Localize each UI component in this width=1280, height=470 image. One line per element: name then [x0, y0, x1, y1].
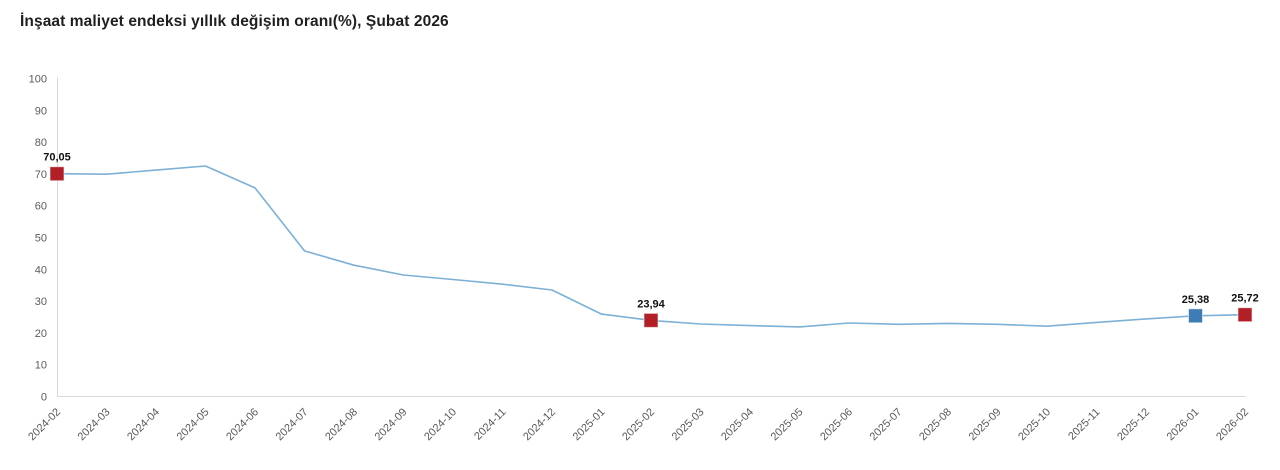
y-axis-tick-label: 40 [35, 264, 47, 276]
x-axis-tick-label: 2025-06 [818, 406, 855, 443]
y-axis-tick-label: 30 [35, 296, 47, 308]
x-axis-tick-label: 2025-04 [719, 406, 756, 443]
y-axis-tick-label: 50 [35, 233, 47, 245]
x-axis-tick-label: 2025-03 [670, 406, 707, 443]
x-axis-tick-label: 2025-01 [571, 406, 608, 443]
data-point-marker[interactable] [1188, 308, 1203, 324]
x-axis-tick-label: 2025-05 [769, 406, 806, 443]
data-point-label: 70,05 [43, 152, 71, 164]
data-point-marker[interactable] [643, 312, 659, 328]
x-axis-tick-label: 2024-05 [175, 406, 212, 443]
data-point-marker[interactable] [1237, 307, 1253, 323]
x-axis-tick-label: 2025-11 [1066, 406, 1102, 442]
x-axis-tick-label: 2024-02 [26, 406, 63, 443]
data-point-label: 25,72 [1231, 293, 1259, 305]
x-axis-tick-label: 2024-08 [323, 406, 360, 443]
y-axis-tick-label: 10 [35, 360, 47, 372]
x-axis-tick-label: 2024-10 [422, 406, 459, 443]
x-axis-tick-label: 2024-04 [125, 406, 162, 443]
data-point-marker[interactable] [49, 166, 65, 182]
data-point-label: 23,94 [637, 298, 665, 310]
x-axis-tick-label: 2026-02 [1214, 406, 1251, 443]
x-axis-tick-label: 2025-09 [967, 406, 1004, 443]
x-axis-tick-label: 2025-10 [1016, 406, 1053, 443]
y-axis-tick-label: 0 [41, 392, 47, 404]
x-axis-tick-label: 2024-12 [521, 406, 558, 443]
x-axis-tick-label: 2025-07 [868, 406, 905, 443]
x-axis-tick-label: 2025-12 [1115, 406, 1152, 443]
x-axis-tick-label: 2024-11 [472, 406, 508, 442]
y-axis-tick-label: 70 [35, 169, 47, 181]
y-axis-tick-label: 60 [35, 201, 47, 213]
x-axis-tick-label: 2024-07 [274, 406, 311, 443]
data-point-label: 25,38 [1182, 294, 1210, 306]
y-axis-tick-label: 100 [29, 74, 47, 86]
x-axis-tick-label: 2025-08 [917, 406, 954, 443]
y-axis-tick-label: 80 [35, 137, 47, 149]
x-axis-tick-label: 2024-09 [373, 406, 410, 443]
y-axis-tick-label: 90 [35, 105, 47, 117]
x-axis-tick-label: 2026-01 [1165, 406, 1202, 443]
chart-title: İnşaat maliyet endeksi yıllık değişim or… [20, 13, 449, 30]
y-axis-tick-label: 20 [35, 328, 47, 340]
x-axis-tick-label: 2024-03 [76, 406, 113, 443]
x-axis-tick-label: 2025-02 [620, 406, 657, 443]
x-axis-tick-label: 2024-06 [224, 406, 261, 443]
